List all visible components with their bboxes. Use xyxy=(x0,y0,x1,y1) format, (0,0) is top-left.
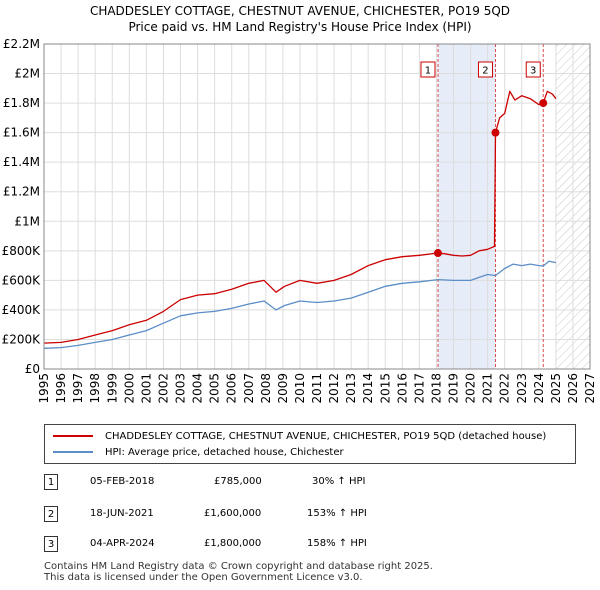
transaction-number: 2 xyxy=(44,506,58,522)
legend-label-property: CHADDESLEY COTTAGE, CHESTNUT AVENUE, CHI… xyxy=(105,431,547,442)
sale-label-box xyxy=(525,61,541,78)
transaction-date: 05-FEB-2018 xyxy=(90,476,155,487)
x-tick-label: 2003 xyxy=(174,373,188,404)
sale-point xyxy=(539,99,548,108)
x-tick-label: 1995 xyxy=(37,373,51,404)
x-tick-label: 2002 xyxy=(156,373,170,404)
footer-copyright: Contains HM Land Registry data © Crown c… xyxy=(44,561,433,572)
transaction-row-2: 2 18-JUN-2021 £1,600,000 153% ↑ HPI xyxy=(44,505,584,525)
sale-label-box xyxy=(477,61,493,78)
legend: CHADDESLEY COTTAGE, CHESTNUT AVENUE, CHI… xyxy=(44,424,576,464)
y-tick-label: £200K xyxy=(2,332,42,346)
transaction-hpi: 153% ↑ HPI xyxy=(307,508,367,519)
x-tick-label: 2014 xyxy=(361,373,375,404)
x-tick-label: 2004 xyxy=(191,373,205,404)
sale-point xyxy=(433,249,442,258)
transaction-number: 1 xyxy=(44,474,58,490)
legend-item-hpi: HPI: Average price, detached house, Chic… xyxy=(53,446,344,460)
footer-licence: This data is licensed under the Open Gov… xyxy=(44,572,363,583)
y-tick-label: £800K xyxy=(2,244,42,258)
x-tick-label: 2010 xyxy=(293,373,307,404)
transaction-price: £785,000 xyxy=(214,476,262,487)
sale-label-box xyxy=(420,61,436,78)
x-tick-label: 2022 xyxy=(498,373,512,404)
chart-subtitle: Price paid vs. HM Land Registry's House … xyxy=(128,20,472,34)
x-tick-label: 1997 xyxy=(71,373,85,404)
y-tick-label: £1.8M xyxy=(3,96,40,110)
x-tick-label: 2016 xyxy=(395,373,409,404)
x-tick-label: 2017 xyxy=(412,373,426,404)
y-tick-label: £2.2M xyxy=(3,37,40,51)
x-tick-label: 2027 xyxy=(583,373,597,404)
transaction-date: 04-APR-2024 xyxy=(90,538,155,549)
legend-swatch-hpi xyxy=(53,451,93,453)
x-tick-label: 2005 xyxy=(208,373,222,404)
y-tick-label: £1M xyxy=(14,214,40,228)
transaction-hpi: 30% ↑ HPI xyxy=(312,476,366,487)
x-tick-label: 2001 xyxy=(139,373,153,404)
x-tick-label: 2018 xyxy=(429,373,443,404)
x-tick-label: 2021 xyxy=(481,373,495,404)
x-tick-label: 2013 xyxy=(344,373,358,404)
y-tick-label: £1.2M xyxy=(3,185,40,199)
x-tick-label: 2009 xyxy=(276,373,290,404)
chart-title: CHADDESLEY COTTAGE, CHESTNUT AVENUE, CHI… xyxy=(89,4,511,18)
x-tick-label: 2007 xyxy=(242,373,256,404)
x-tick-label: 2023 xyxy=(515,373,529,404)
x-tick-label: 1999 xyxy=(105,373,119,404)
y-tick-label: £400K xyxy=(2,303,42,317)
sale-label: 3 xyxy=(530,66,536,77)
footer: Contains HM Land Registry data © Crown c… xyxy=(44,561,433,583)
x-tick-label: 1996 xyxy=(54,373,68,404)
sale-point xyxy=(491,128,500,137)
transaction-row-1: 1 05-FEB-2018 £785,000 30% ↑ HPI xyxy=(44,473,584,493)
y-tick-label: £1.4M xyxy=(3,155,40,169)
x-tick-label: 2020 xyxy=(464,373,478,404)
shaded-period xyxy=(437,44,496,369)
transaction-price: £1,800,000 xyxy=(204,538,262,549)
sale-label: 2 xyxy=(482,66,488,77)
x-tick-label: 2008 xyxy=(259,373,273,404)
transaction-date: 18-JUN-2021 xyxy=(90,508,154,519)
x-tick-label: 2011 xyxy=(310,373,324,404)
price-chart: 1 2 3 £0 £200K £400K £600K £800K £1M £1.2M £1.4M £… xyxy=(2,37,597,404)
y-tick-label: £600K xyxy=(2,273,42,287)
x-tick-label: 2024 xyxy=(532,373,546,404)
x-tick-label: 2006 xyxy=(225,373,239,404)
legend-swatch-property xyxy=(53,435,93,437)
transaction-price: £1,600,000 xyxy=(204,508,262,519)
x-tick-label: 2012 xyxy=(327,373,341,404)
sale-label: 1 xyxy=(425,66,431,77)
x-tick-label: 2019 xyxy=(447,373,461,404)
property-price-line xyxy=(43,90,557,344)
x-tick-label: 2000 xyxy=(122,373,136,404)
legend-item-property: CHADDESLEY COTTAGE, CHESTNUT AVENUE, CHI… xyxy=(53,430,546,444)
x-tick-label: 2026 xyxy=(566,373,580,404)
transaction-number: 3 xyxy=(44,536,58,552)
x-tick-label: 2015 xyxy=(378,373,392,404)
hpi-line xyxy=(43,260,557,349)
y-tick-label: £2M xyxy=(14,67,40,81)
x-tick-label: 1998 xyxy=(88,373,102,404)
x-tick-label: 2025 xyxy=(549,373,563,404)
legend-label-hpi: HPI: Average price, detached house, Chic… xyxy=(105,447,344,458)
transaction-hpi: 158% ↑ HPI xyxy=(307,538,367,549)
y-tick-label: £0 xyxy=(25,362,40,376)
y-tick-label: £1.6M xyxy=(3,126,40,140)
transaction-row-3: 3 04-APR-2024 £1,800,000 158% ↑ HPI xyxy=(44,535,584,555)
plot-frame xyxy=(43,43,591,370)
